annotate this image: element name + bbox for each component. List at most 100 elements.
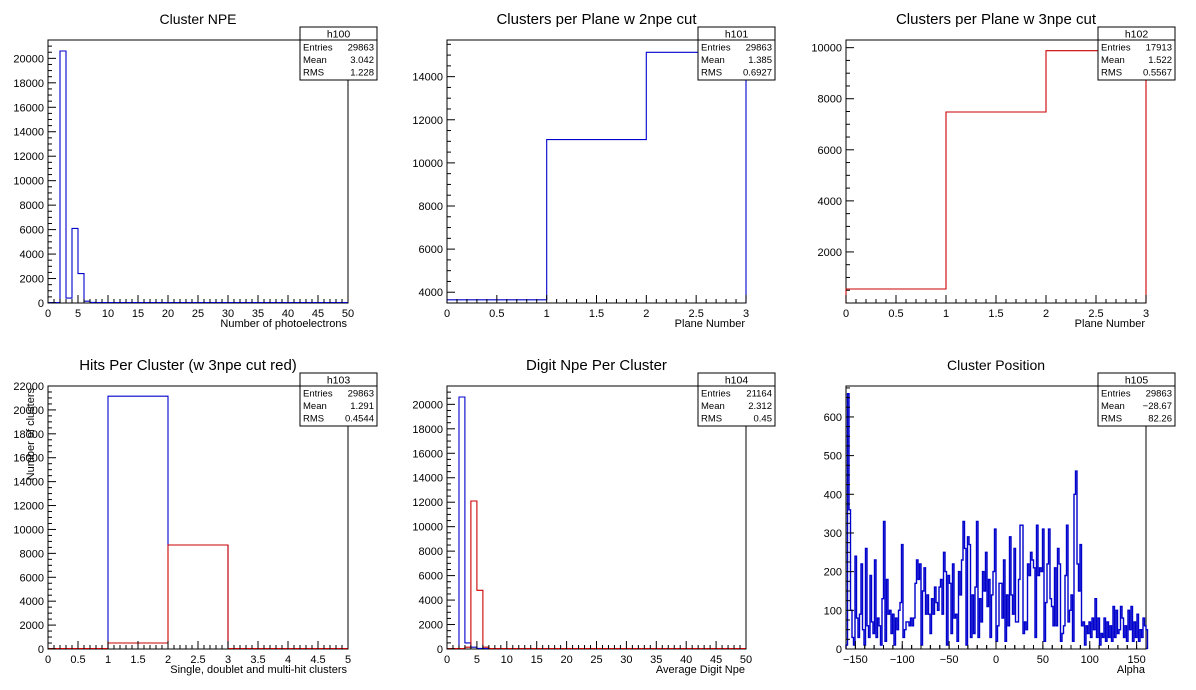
stats-label: Entries bbox=[303, 43, 333, 54]
stats-label: Entries bbox=[701, 389, 731, 400]
y-tick-label: 4000 bbox=[20, 596, 44, 608]
x-tick-label: 0 bbox=[444, 654, 450, 666]
y-tick-label: 20000 bbox=[412, 399, 443, 411]
y-tick-label: 0 bbox=[38, 298, 44, 310]
x-tick-label: 45 bbox=[710, 654, 722, 666]
histogram-series-1 bbox=[446, 51, 747, 303]
stats-box-frame bbox=[1097, 372, 1176, 427]
y-tick-label: 6000 bbox=[419, 244, 443, 256]
stats-value: 82.26 bbox=[1148, 414, 1172, 425]
stats-label: Mean bbox=[1101, 55, 1125, 66]
stats-label: RMS bbox=[303, 68, 324, 79]
y-tick-label: 12000 bbox=[13, 151, 44, 163]
y-tick-label: 4000 bbox=[20, 249, 44, 261]
stats-value: 1.228 bbox=[350, 68, 374, 79]
stats-label: RMS bbox=[303, 414, 324, 425]
x-tick-label: 4.5 bbox=[310, 654, 325, 666]
y-tick-label: 12000 bbox=[13, 501, 44, 513]
stats-value: 3.042 bbox=[350, 55, 374, 66]
y-tick-label: 16000 bbox=[412, 448, 443, 460]
y-tick-label: 200 bbox=[824, 567, 842, 579]
stats-box: h101 Entries 29863 Mean 1.385 RMS 0.6927 bbox=[697, 26, 776, 81]
y-tick-label: 8000 bbox=[419, 201, 443, 213]
stats-value: 29863 bbox=[348, 389, 374, 400]
stats-label: Mean bbox=[701, 55, 725, 66]
y-tick-label: 300 bbox=[824, 528, 842, 540]
stats-box-frame bbox=[697, 372, 776, 427]
y-tick-label: 8000 bbox=[20, 548, 44, 560]
stats-box-frame bbox=[1097, 26, 1176, 81]
stats-value: 0.4544 bbox=[345, 414, 374, 425]
y-tick-label: 20000 bbox=[13, 53, 44, 65]
x-axis-label: Alpha bbox=[1117, 664, 1146, 676]
chart-title: Digit Npe Per Cluster bbox=[526, 357, 667, 374]
x-tick-label: 1.5 bbox=[988, 308, 1003, 320]
chart-title: Hits Per Cluster (w 3npe cut red) bbox=[79, 357, 297, 374]
y-tick-label: 14000 bbox=[13, 127, 44, 139]
y-tick-label: 18000 bbox=[412, 424, 443, 436]
y-tick-label: 18000 bbox=[13, 78, 44, 90]
x-tick-label: −50 bbox=[940, 654, 959, 666]
chart-panel-3: Clusters per Plane w 3npe cut 0 0.5 1 1.5 2 2.… bbox=[811, 11, 1176, 330]
x-tick-label: 4 bbox=[285, 654, 291, 666]
x-tick-label: 50 bbox=[342, 308, 354, 320]
x-tick-label: 10 bbox=[501, 654, 513, 666]
x-tick-label: 50 bbox=[1037, 654, 1049, 666]
x-tick-label: 0 bbox=[45, 308, 51, 320]
stats-value: 1.291 bbox=[350, 401, 374, 412]
y-tick-label: 8000 bbox=[20, 200, 44, 212]
stats-label: RMS bbox=[1101, 414, 1122, 425]
stats-label: RMS bbox=[1101, 68, 1122, 79]
stats-value: −28.67 bbox=[1143, 401, 1172, 412]
chart-panel-4: Hits Per Cluster (w 3npe cut red) 0 0.5 1 1.… bbox=[13, 357, 378, 676]
x-tick-label: 1.5 bbox=[130, 654, 145, 666]
x-tick-label: 50 bbox=[740, 654, 752, 666]
y-tick-label: 2000 bbox=[419, 620, 443, 632]
x-tick-label: 15 bbox=[531, 654, 543, 666]
stats-histogram-name: h105 bbox=[1125, 375, 1149, 387]
y-tick-label: 4000 bbox=[818, 196, 842, 208]
x-tick-label: 0 bbox=[993, 654, 999, 666]
x-tick-label: 25 bbox=[590, 654, 602, 666]
x-tick-label: 3 bbox=[1143, 308, 1149, 320]
histogram-series-1 bbox=[48, 395, 348, 650]
chart-panel-1: Cluster NPE 0 5 10 15 20 25 30 35 40 45 50 0 2000 4000… bbox=[13, 11, 378, 330]
x-tick-label: 0.5 bbox=[489, 308, 504, 320]
y-tick-label: 20000 bbox=[13, 405, 44, 417]
stats-value: 1.385 bbox=[748, 55, 772, 66]
chart-title: Cluster NPE bbox=[159, 11, 236, 27]
y-tick-label: 8000 bbox=[419, 546, 443, 558]
stats-label: RMS bbox=[701, 414, 722, 425]
stats-label: Entries bbox=[1101, 389, 1131, 400]
y-tick-label: 2000 bbox=[818, 247, 842, 259]
x-tick-label: 3.5 bbox=[250, 654, 265, 666]
histogram-series-2 bbox=[447, 500, 746, 650]
y-tick-label: 6000 bbox=[20, 572, 44, 584]
stats-histogram-name: h104 bbox=[725, 375, 749, 387]
x-tick-label: 30 bbox=[222, 308, 234, 320]
y-tick-label: 12000 bbox=[412, 497, 443, 509]
stats-value: 0.5567 bbox=[1143, 68, 1172, 79]
stats-box: h104 Entries 21164 Mean 2.312 RMS 0.45 bbox=[697, 372, 776, 427]
x-tick-label: 2.5 bbox=[1088, 308, 1103, 320]
x-tick-label: 150 bbox=[1127, 654, 1145, 666]
stats-label: Entries bbox=[303, 389, 333, 400]
histogram-series-1 bbox=[447, 396, 746, 650]
x-axis-label: Plane Number bbox=[675, 318, 746, 330]
y-tick-label: 6000 bbox=[818, 145, 842, 157]
stats-label: Mean bbox=[303, 401, 327, 412]
stats-value: 21164 bbox=[746, 389, 772, 400]
x-tick-label: 40 bbox=[680, 654, 692, 666]
y-tick-label: 14000 bbox=[13, 477, 44, 489]
stats-label: Mean bbox=[1101, 401, 1125, 412]
stats-box-frame bbox=[697, 26, 776, 81]
x-tick-label: 0.5 bbox=[888, 308, 903, 320]
chart-title: Cluster Position bbox=[947, 357, 1045, 373]
y-tick-label: 0 bbox=[836, 644, 842, 656]
x-tick-label: 0 bbox=[45, 654, 51, 666]
stats-label: RMS bbox=[701, 68, 722, 79]
stats-value: 29863 bbox=[746, 43, 772, 54]
chart-title: Clusters per Plane w 3npe cut bbox=[896, 11, 1097, 28]
y-tick-label: 14000 bbox=[412, 72, 443, 84]
x-tick-label: 1 bbox=[544, 308, 550, 320]
